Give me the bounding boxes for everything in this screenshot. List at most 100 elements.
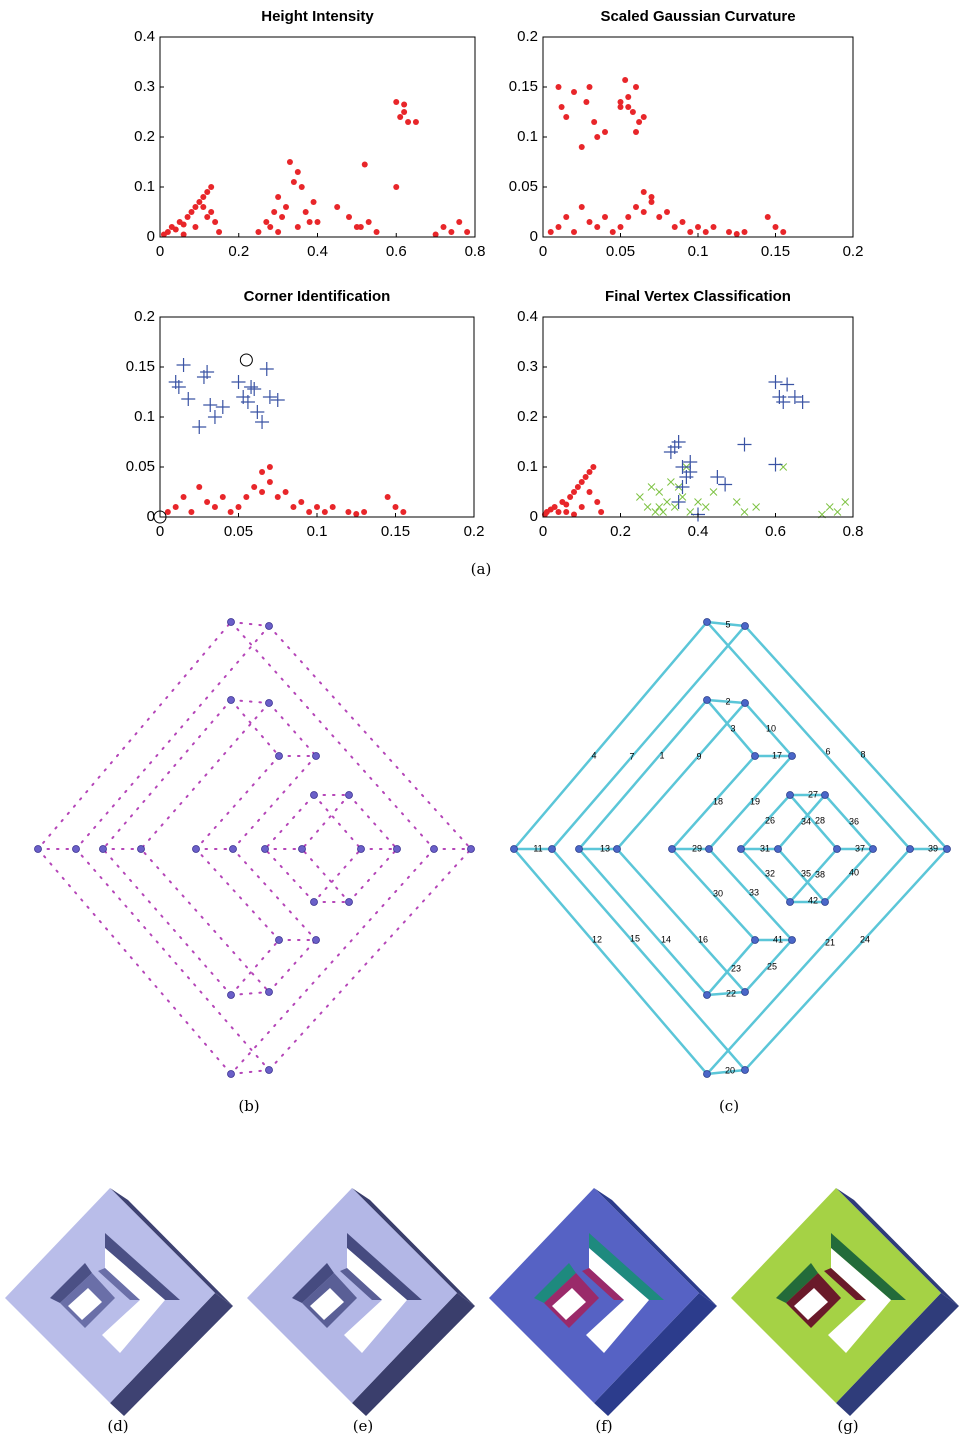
point [373,229,380,235]
edge [706,698,746,705]
point [683,465,698,479]
vertex-label: 33 [749,887,759,897]
point [275,229,282,235]
point [208,209,215,215]
inner-wall [589,1233,664,1300]
side [594,1188,717,1306]
point [640,114,647,120]
point [737,437,752,452]
point [448,229,455,235]
point [709,488,718,496]
point [200,365,215,379]
vertex-label: 3 [730,723,735,733]
point [192,224,199,230]
point [180,494,187,500]
point [625,214,632,220]
point [594,134,601,140]
point [567,494,574,500]
x-tick-label: 0.2 [843,243,864,260]
point [780,377,795,392]
vertex [72,845,80,853]
point [678,493,687,501]
hole [102,1248,165,1353]
vertex-label: 29 [692,843,702,853]
vertex [192,845,200,853]
point [384,494,391,500]
vertex-label: 14 [661,934,671,944]
vertex-label: 20 [725,1065,735,1075]
point [664,209,670,215]
point [590,464,597,470]
vertex [751,752,759,760]
point [648,199,655,205]
point [397,114,404,120]
point [405,119,412,125]
point [563,501,570,508]
point [695,224,701,230]
x-tick-label: 0 [156,243,164,260]
point [263,219,270,225]
edge [706,990,746,997]
vertex-label: 13 [600,843,610,853]
point [795,395,810,409]
point [671,495,686,509]
point [732,498,741,506]
point [180,221,187,228]
point [184,214,191,220]
point [219,494,226,500]
y-tick-label: 0.15 [509,78,538,95]
plot-frame [159,36,476,238]
vertex-label: 31 [760,843,770,853]
point [294,169,301,175]
vertex [548,845,556,853]
vertex [229,845,237,853]
vertex [265,622,273,630]
point [247,382,262,396]
point [200,204,207,210]
vertex [741,622,749,630]
point [551,504,558,510]
inner-wall [50,1263,92,1303]
point [726,229,732,235]
point [617,224,624,230]
point [555,84,562,90]
side [594,1293,717,1416]
point [578,144,585,150]
point [670,503,679,511]
inner-wall [292,1263,334,1303]
y-tick-label: 0.1 [517,128,538,145]
point [204,189,211,195]
vertex [312,936,320,944]
point [239,353,253,367]
point [188,209,195,215]
caption: (g) [837,1417,858,1435]
point [259,469,266,475]
x-tick-label: 0.6 [765,523,786,540]
vertex-label: 36 [849,816,859,826]
point [636,493,644,501]
point [176,358,191,372]
vertex-label: 15 [630,933,640,943]
point [283,204,289,210]
edge [744,939,793,993]
point [710,470,725,484]
point [298,184,305,190]
point [357,224,364,230]
point [591,119,598,125]
vertex [261,845,269,853]
point [718,477,733,492]
point [464,229,471,235]
point [250,405,265,419]
point [192,420,207,434]
point [440,224,447,230]
vertex [613,845,621,853]
dotted-edge [268,702,317,757]
point [266,464,273,470]
point [196,484,203,490]
point [286,159,293,165]
vertex-label: 4 [591,750,596,760]
point [547,229,554,235]
point [602,129,608,135]
point [310,199,317,205]
vertex [357,845,365,853]
